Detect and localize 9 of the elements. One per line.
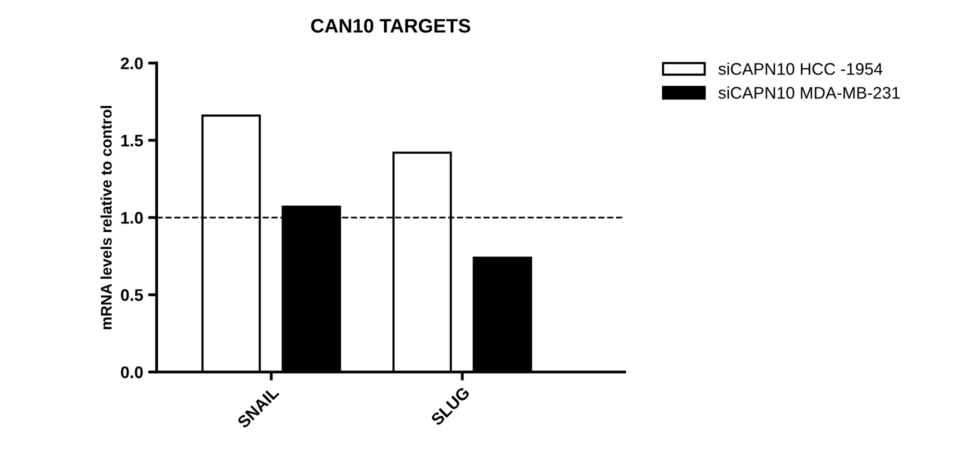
chart-title: CAN10 TARGETS	[311, 18, 470, 33]
legend-label: siCAPN10 HCC -1954	[718, 62, 882, 75]
y-tick-label: 1.5	[121, 134, 143, 146]
legend-label: siCAPN10 MDA-MB-231	[718, 86, 900, 99]
y-tick-label: 0.5	[120, 289, 143, 301]
y-axis-title: mRNA levels relative to control	[100, 106, 112, 330]
y-tick-label: 2.0	[120, 57, 143, 70]
y-tick-label: 1.0	[121, 212, 143, 224]
y-tick-label: 0.0	[120, 366, 143, 378]
